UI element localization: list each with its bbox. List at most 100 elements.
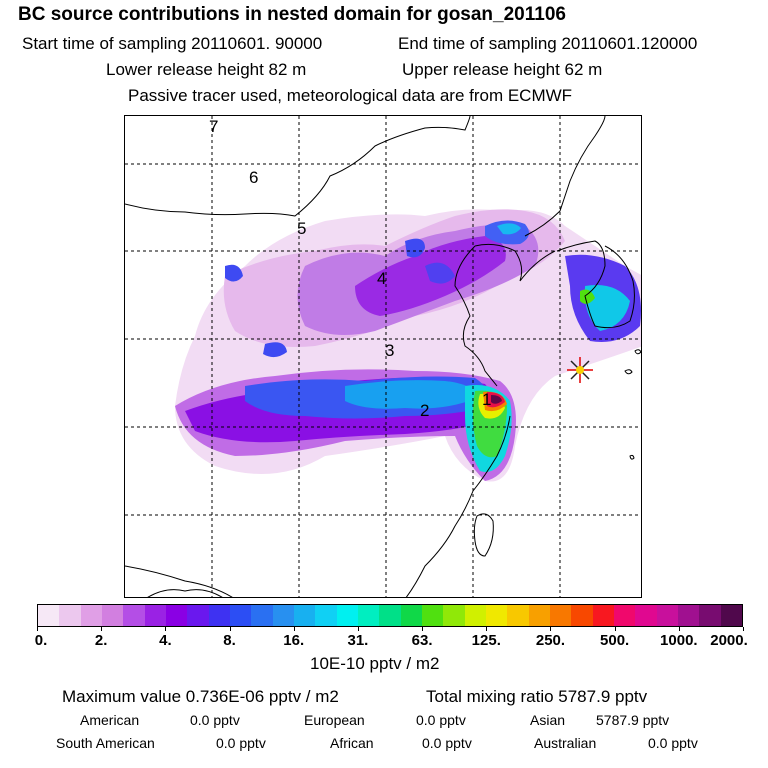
lower-release-label: Lower release height 82 m [106, 60, 307, 79]
region-label-4: 4 [377, 269, 386, 288]
colorbar-tick-label: 31. [347, 632, 369, 649]
colorbar-tick-label: 16. [283, 632, 305, 649]
inland-border-2 [147, 589, 223, 597]
european-label: European [304, 712, 365, 728]
japan-islet-2 [634, 349, 641, 355]
japan-islet-1 [624, 369, 633, 375]
asian-value: 5787.9 pptv [596, 712, 670, 728]
colorbar-swatch [229, 605, 252, 626]
receptor-star-icon [567, 357, 593, 383]
korea-coast [556, 240, 635, 329]
colorbar-swatch [38, 605, 60, 626]
plume-blue-c2 [263, 342, 287, 358]
plume-south-cyan [345, 380, 477, 409]
colorbar-swatch [379, 605, 401, 626]
ryukyu-islet [629, 454, 635, 460]
african-label: African [330, 735, 374, 751]
colorbar-tick-label: 63. [411, 632, 433, 649]
region-label-7: 7 [209, 117, 218, 136]
bohai-coast [474, 243, 556, 282]
colorbar-tick [486, 627, 488, 631]
colorbar-swatch [549, 605, 572, 626]
colorbar-swatch [272, 605, 294, 626]
colorbar-swatch [443, 605, 465, 626]
asian-label: Asian [530, 712, 566, 728]
colorbar-tick-label: 2000. [710, 632, 748, 649]
colorbar-swatch [101, 605, 124, 626]
colorbar-tick [614, 627, 616, 631]
colorbar-swatch [677, 605, 700, 626]
region-label-2: 2 [420, 401, 429, 420]
colorbar-swatch [123, 605, 145, 626]
china-coast-north [454, 245, 498, 387]
coastlines [125, 116, 641, 597]
plume-blue-w [225, 264, 243, 282]
max-value-label: Maximum value 0.736E-06 pptv / m2 [62, 687, 339, 706]
colorbar-tick-label: 8. [223, 632, 236, 649]
map-panel: 1 2 3 4 5 6 7 [124, 115, 642, 598]
lat-lon-grid [125, 116, 641, 597]
plume-shanghai-core [491, 395, 502, 404]
colorbar-tick [293, 627, 295, 631]
colorbar-swatch [144, 605, 166, 626]
south-american-value: 0.0 pptv [216, 735, 266, 751]
plume-cyan-ne [497, 223, 521, 235]
colorbar-tick [743, 627, 744, 631]
south-american-label: South American [56, 735, 155, 751]
colorbar-swatch [592, 605, 614, 626]
region-label-5: 5 [297, 219, 306, 238]
colorbar-swatch [293, 605, 316, 626]
colorbar-swatch [187, 605, 209, 626]
plume-korea-green [580, 289, 595, 304]
colorbar-swatch [571, 605, 593, 626]
american-label: American [80, 712, 140, 728]
european-value: 0.0 pptv [416, 712, 466, 728]
american-value: 0.0 pptv [190, 712, 240, 728]
colorbar-swatch [699, 605, 721, 626]
colorbar-tick-label: 500. [600, 632, 630, 649]
region-label-1: 1 [482, 390, 491, 409]
colorbar-tick-label: 250. [535, 632, 566, 649]
colorbar-swatch [635, 605, 657, 626]
african-value: 0.0 pptv [422, 735, 472, 751]
colorbar-tick-label: 4. [159, 632, 172, 649]
colorbar-tick [165, 627, 167, 631]
colorbar-swatch [251, 605, 273, 626]
colorbar-swatch [485, 605, 508, 626]
australian-label: Australian [534, 735, 597, 751]
total-mixing-label: Total mixing ratio 5787.9 pptv [426, 687, 648, 706]
colorbar-swatch [400, 605, 422, 626]
colorbar [37, 604, 743, 627]
plume-blue-ne1 [405, 238, 425, 258]
units-label: 10E-10 pptv / m2 [310, 654, 440, 673]
tracer-plume [175, 209, 641, 482]
plot-title: BC source contributions in nested domain… [18, 4, 566, 25]
plume-korea-cyan [584, 285, 630, 331]
region-label-3: 3 [385, 341, 394, 360]
australian-value: 0.0 pptv [648, 735, 698, 751]
colorbar-tick [37, 627, 38, 631]
colorbar-swatch [507, 605, 529, 626]
colorbar-tick [229, 627, 231, 631]
colorbar-swatch [59, 605, 81, 626]
liaodong-coast [524, 116, 606, 237]
colorbar-swatch [80, 605, 102, 626]
colorbar-tick-label: 2. [94, 632, 108, 649]
colorbar-tick-label: 0. [34, 632, 48, 649]
upper-release-label: Upper release height 62 m [402, 60, 603, 79]
colorbar-swatch [315, 605, 337, 626]
colorbar-tick [101, 627, 103, 631]
china-coast-south [405, 415, 511, 597]
colorbar-tick-label: 125. [471, 632, 501, 649]
colorbar-swatch [464, 605, 486, 626]
inland-border [125, 565, 233, 597]
tracer-label: Passive tracer used, meteorological data… [128, 86, 573, 105]
colorbar-tick [678, 627, 680, 631]
colorbar-tick-label: 1000. [660, 632, 698, 649]
mongolia-border [125, 116, 471, 217]
start-time-label: Start time of sampling 20110601. 90000 [22, 34, 323, 53]
colorbar-swatch [336, 605, 358, 626]
colorbar-tick [422, 627, 424, 631]
colorbar-swatch [357, 605, 380, 626]
colorbar-swatch [208, 605, 230, 626]
